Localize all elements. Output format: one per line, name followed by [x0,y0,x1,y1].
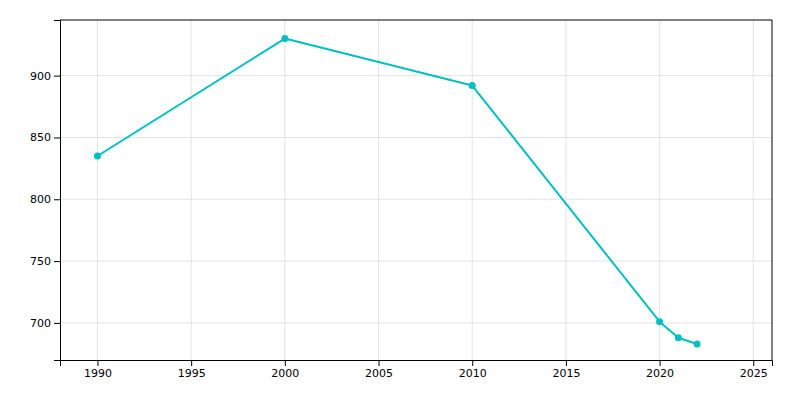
y-tick: 850 [30,131,60,144]
y-tick: 750 [30,255,60,268]
x-tick-label: 2015 [552,367,580,380]
y-tick-label: 800 [30,193,51,206]
y-grid-line [60,199,772,200]
plot-area: 1990 1995 2000 2005 2010 2015 2020 2025 700 750 80… [30,20,773,380]
y-tick-mark [54,137,60,138]
point [675,334,682,341]
point [694,340,701,347]
x-grid-line [191,20,192,360]
x-grid-line [378,20,379,360]
y-tick: 800 [30,193,60,206]
x-tick: 2015 [552,360,580,380]
chart-svg: 1990 1995 2000 2005 2010 2015 2020 2025 700 750 80… [0,0,800,400]
x-tick: 1990 [84,360,112,380]
point [469,82,476,89]
y-tick-mark [54,261,60,262]
marks [94,35,701,347]
y-tick-mark [54,76,60,77]
y-tick-label: 700 [30,317,51,330]
x-tick-label: 2025 [740,367,768,380]
x-tick: 2020 [646,360,674,380]
x-tick: 2005 [365,360,393,380]
point [656,318,663,325]
x-axis: 1990 1995 2000 2005 2010 2015 2020 2025 [61,360,773,380]
x-tick-mark [285,360,286,366]
point [94,153,101,160]
x-axis-line [61,361,773,367]
x-tick-mark [753,360,754,366]
y-tick: 900 [30,70,60,83]
x-grid-line [472,20,473,360]
plot-frame-right [772,20,773,360]
y-grid-line [60,322,772,323]
x-tick-mark [566,360,567,366]
grid [60,20,772,360]
y-axis: 700 750 800 850 900 [30,21,61,361]
line [97,39,697,344]
x-tick-label: 1995 [178,367,206,380]
page: 1990 1995 2000 2005 2010 2015 2020 2025 700 750 80… [0,0,800,400]
y-grid-line [60,75,772,76]
y-axis-line [54,21,61,361]
y-grid-line [60,261,772,262]
x-grid-line [97,20,98,360]
x-tick-mark [472,360,473,366]
x-grid-line [659,20,660,360]
x-tick-mark [379,360,380,366]
y-grid-line [60,137,772,138]
x-tick-mark [660,360,661,366]
point [281,35,288,42]
x-tick-label: 2020 [646,367,674,380]
x-tick-label: 2010 [459,367,487,380]
x-grid-line [753,20,754,360]
x-grid-line [284,20,285,360]
y-tick-label: 850 [30,131,51,144]
y-tick-mark [54,199,60,200]
y-tick-label: 900 [30,70,51,83]
x-tick-label: 2000 [271,367,299,380]
x-tick-label: 1990 [84,367,112,380]
y-tick-label: 750 [30,255,51,268]
x-tick-mark [191,360,192,366]
x-tick: 1995 [178,360,206,380]
x-tick: 2010 [459,360,487,380]
y-tick-mark [54,323,60,324]
x-tick: 2000 [271,360,299,380]
y-tick: 700 [30,317,60,330]
x-grid-line [565,20,566,360]
x-tick-mark [97,360,98,366]
x-tick: 2025 [740,360,768,380]
plot-frame-top [60,20,772,21]
x-tick-label: 2005 [365,367,393,380]
chart-container: 1990 1995 2000 2005 2010 2015 2020 2025 700 750 80… [0,0,800,400]
